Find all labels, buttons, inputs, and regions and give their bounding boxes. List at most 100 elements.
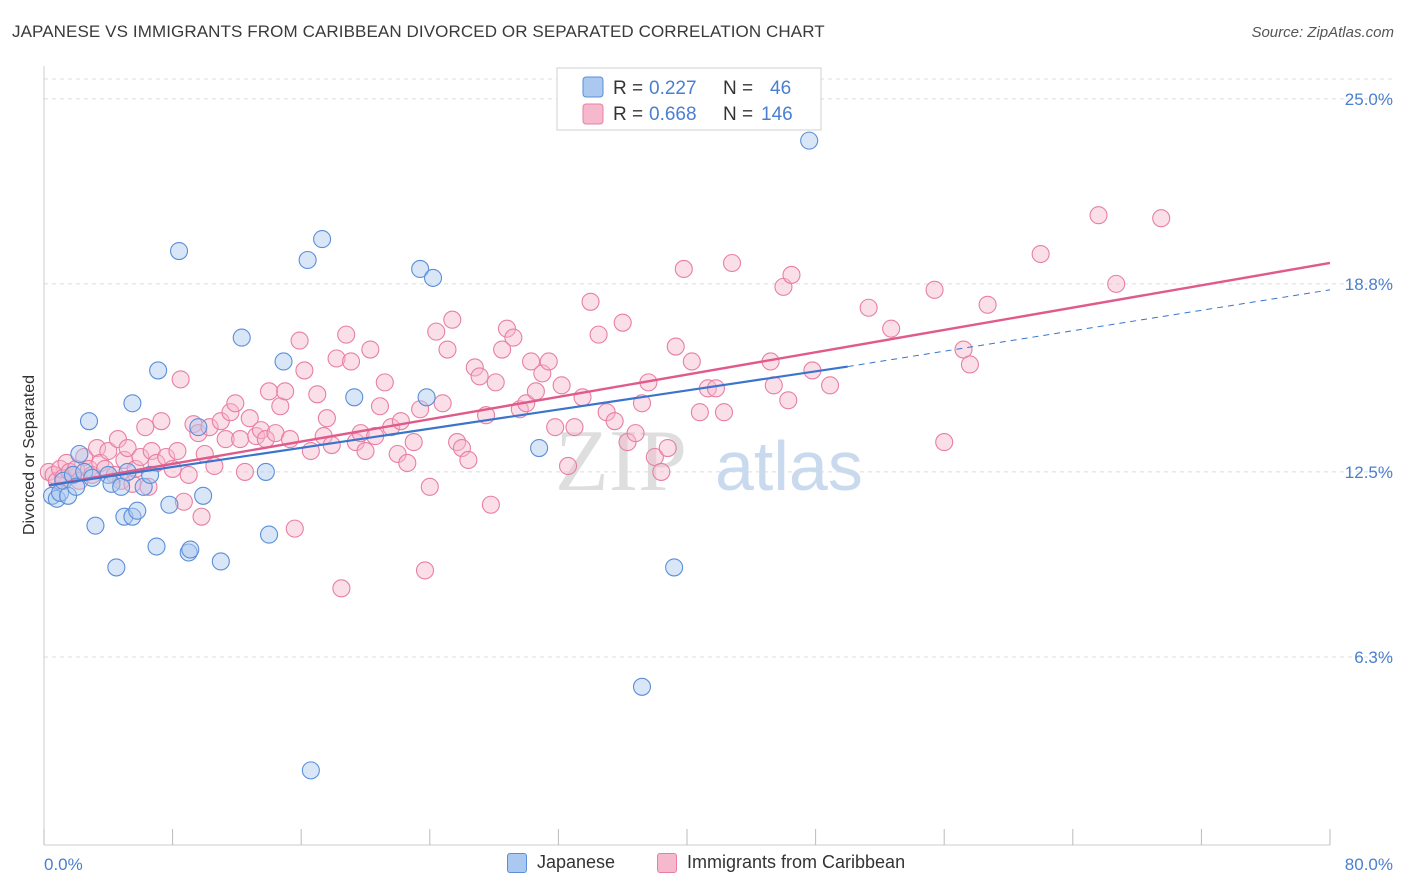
caribbean-points <box>39 206 1171 598</box>
caribbean-point-48 <box>240 409 259 428</box>
watermark-atlas: atlas <box>715 427 863 505</box>
japanese-points <box>42 131 819 780</box>
caribbean-point-117 <box>632 394 652 413</box>
caribbean-point-106 <box>552 376 571 395</box>
caribbean-point-111 <box>589 325 608 344</box>
japanese-point-24 <box>149 361 168 380</box>
source-label: Source: ZipAtlas.com <box>1251 24 1394 41</box>
japanese-point-42 <box>423 268 443 287</box>
legend-swatch-caribbean <box>582 103 604 125</box>
caribbean-point-29 <box>152 412 171 431</box>
caribbean-point-75 <box>375 373 394 392</box>
japanese-point-32 <box>232 328 251 347</box>
caribbean-point-145 <box>1089 206 1108 225</box>
watermark-zip: ZIP <box>555 413 687 510</box>
caribbean-point-85 <box>433 394 452 413</box>
caribbean-point-65 <box>327 349 346 368</box>
caribbean-point-124 <box>682 352 701 371</box>
japanese-point-38 <box>313 230 332 249</box>
caribbean-point-61 <box>308 385 327 404</box>
caribbean-point-67 <box>337 325 356 344</box>
caribbean-point-68 <box>341 352 361 371</box>
bottom-legend-japanese: Japanese <box>507 852 615 873</box>
caribbean-point-91 <box>465 358 484 377</box>
caribbean-point-86 <box>438 340 457 359</box>
japanese-point-41 <box>417 388 436 407</box>
caribbean-point-105 <box>546 418 565 437</box>
legend-r-value-1: 0.668 <box>649 104 697 125</box>
japanese-point-29 <box>189 418 208 437</box>
japanese-point-26 <box>169 241 189 261</box>
japanese-point-28 <box>181 540 200 559</box>
caribbean-point-98 <box>504 328 523 347</box>
caribbean-point-128 <box>714 403 734 422</box>
x-tick-label-max: 80.0% <box>1345 855 1393 874</box>
chart-title: JAPANESE VS IMMIGRANTS FROM CARIBBEAN DI… <box>12 22 825 41</box>
caribbean-point-97 <box>497 319 517 338</box>
caribbean-point-34 <box>174 492 193 511</box>
japanese-point-44 <box>632 677 652 696</box>
japanese-point-20 <box>128 501 147 520</box>
japanese-point-18 <box>123 507 142 526</box>
caribbean-trend-line <box>48 261 1331 487</box>
caribbean-point-71 <box>356 441 375 461</box>
caribbean-point-107 <box>558 456 578 475</box>
caribbean-point-113 <box>605 412 624 431</box>
caribbean-point-59 <box>295 361 314 380</box>
axes <box>43 66 1331 846</box>
caribbean-point-144 <box>1031 244 1050 264</box>
x-tick-label-min: 0.0% <box>44 855 83 874</box>
caribbean-point-123 <box>674 259 693 279</box>
bottom-legend-label-japanese: Japanese <box>537 852 616 872</box>
y-tick-label-3: 25.0% <box>1345 90 1393 109</box>
caribbean-point-74 <box>370 397 390 416</box>
caribbean-point-83 <box>420 477 439 496</box>
caribbean-point-121 <box>658 438 677 458</box>
caribbean-point-55 <box>276 382 295 401</box>
caribbean-point-47 <box>235 462 254 481</box>
japanese-point-7 <box>70 444 89 464</box>
caribbean-point-25 <box>136 418 155 437</box>
watermark: ZIP atlas <box>555 413 863 510</box>
caribbean-point-138 <box>882 319 901 338</box>
legend-n-label-0: N = <box>723 78 753 99</box>
caribbean-point-125 <box>690 403 709 422</box>
y-tick-label-2: 18.8% <box>1345 275 1393 294</box>
y-tick-labels: 6.3% 12.5% 18.8% 25.0% <box>1345 90 1393 667</box>
caribbean-point-45 <box>226 394 245 413</box>
japanese-trend-line <box>48 365 848 487</box>
legend: R = 0.227 N = 46 R = 0.668 N = 146 <box>556 67 822 131</box>
caribbean-point-88 <box>448 433 467 452</box>
caribbean-point-120 <box>652 462 671 481</box>
caribbean-point-78 <box>391 412 410 431</box>
caribbean-point-84 <box>427 322 446 341</box>
japanese-point-39 <box>345 388 364 407</box>
japanese-point-5 <box>63 465 82 484</box>
caribbean-point-122 <box>666 337 685 356</box>
caribbean-point-66 <box>332 579 351 598</box>
japanese-point-30 <box>194 486 213 505</box>
japanese-point-15 <box>112 477 131 496</box>
caribbean-point-38 <box>192 507 211 526</box>
caribbean-point-50 <box>251 421 271 440</box>
legend-r-label-1: R = <box>613 104 643 125</box>
caribbean-point-137 <box>859 298 878 317</box>
japanese-point-40 <box>411 259 430 279</box>
japanese-point-36 <box>298 250 317 270</box>
caribbean-point-92 <box>470 367 489 386</box>
caribbean-point-21 <box>118 438 137 458</box>
caribbean-point-119 <box>645 447 664 467</box>
bottom-legend-caribbean: Immigrants from Caribbean <box>657 852 905 873</box>
caribbean-point-142 <box>960 355 979 374</box>
caribbean-point-110 <box>581 292 600 311</box>
japanese-point-34 <box>259 525 279 544</box>
caribbean-point-33 <box>171 370 190 389</box>
caribbean-point-63 <box>317 409 336 428</box>
caribbean-point-116 <box>626 424 645 443</box>
caribbean-point-146 <box>1107 274 1126 293</box>
caribbean-point-141 <box>954 340 973 359</box>
japanese-point-46 <box>800 131 819 150</box>
caribbean-point-72 <box>361 340 380 359</box>
caribbean-point-134 <box>782 265 801 284</box>
japanese-point-9 <box>79 412 99 431</box>
